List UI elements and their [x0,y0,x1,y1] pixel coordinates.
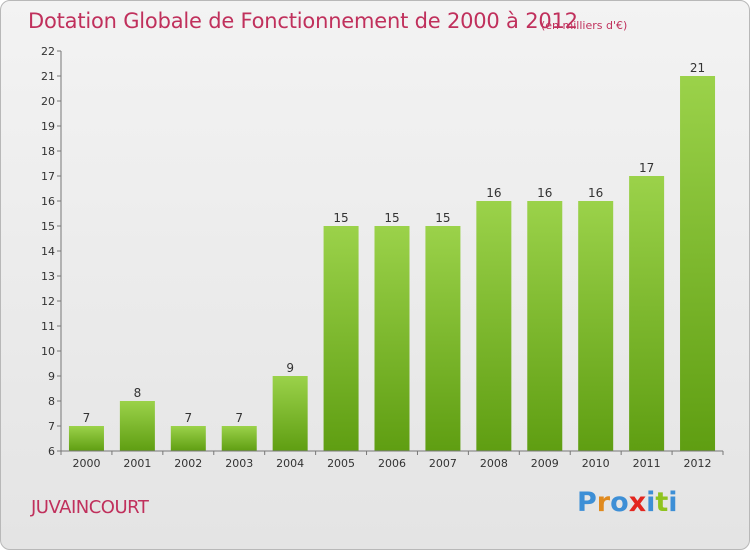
y-tick-label: 9 [48,370,55,383]
y-tick-label: 19 [41,120,55,133]
x-tick-label: 2000 [72,457,100,470]
bar-value-label: 8 [134,386,142,400]
bar-2006 [374,226,410,451]
y-tick-label: 11 [41,320,55,333]
x-tick-label: 2011 [633,457,661,470]
bar-value-label: 21 [690,61,705,75]
y-tick-label: 10 [41,345,55,358]
bar-value-label: 17 [639,161,654,175]
bar-value-label: 15 [333,211,348,225]
proxiti-logo: Proxiti [577,487,678,518]
x-tick-label: 2004 [276,457,304,470]
y-tick-label: 16 [41,195,55,208]
bar-value-label: 15 [384,211,399,225]
bar-2004 [272,376,308,451]
bar-value-label: 7 [83,411,91,425]
logo-letter: o [610,487,629,518]
y-tick-label: 20 [41,95,55,108]
bar-value-label: 16 [588,186,603,200]
y-tick-label: 14 [41,245,55,258]
y-tick-label: 18 [41,145,55,158]
bar-2009 [527,201,563,451]
logo-letter: r [596,487,611,518]
x-tick-label: 2006 [378,457,406,470]
x-tick-label: 2003 [225,457,253,470]
logo-letter: i [646,487,656,518]
logo-letter: x [628,487,647,518]
logo-letter: t [655,487,669,518]
y-tick-label: 22 [41,45,55,58]
x-tick-label: 2007 [429,457,457,470]
logo-letter: P [577,487,597,518]
bar-value-label: 7 [184,411,192,425]
y-tick-label: 13 [41,270,55,283]
bar-value-label: 16 [537,186,552,200]
y-tick-label: 17 [41,170,55,183]
bar-2005 [323,226,359,451]
bar-2010 [578,201,614,451]
chart-unit-note: (en milliers d'€) [541,19,628,32]
bar-2007 [425,226,461,451]
x-tick-label: 2001 [123,457,151,470]
chart-title: Dotation Globale de Fonctionnement de 20… [28,9,578,33]
y-tick-label: 7 [48,420,55,433]
y-tick-label: 15 [41,220,55,233]
logo-letter: i [668,487,678,518]
x-tick-label: 2002 [174,457,202,470]
bar-2011 [629,176,665,451]
commune-name: JUVAINCOURT [31,497,149,518]
bar-value-label: 7 [235,411,243,425]
bar-value-label: 16 [486,186,501,200]
bar-2003 [221,426,257,451]
bars-layer: 7 8 7 7 9 15 15 15 16 16 16 17 21 [68,61,716,451]
axis-layer: 2000 2001 2002 2003 2004 2005 2006 2007 2008 2009… [41,45,724,470]
y-tick-label: 12 [41,295,55,308]
bar-2002 [170,426,206,451]
y-tick-label: 8 [48,395,55,408]
bar-2000 [68,426,104,451]
y-tick-label: 6 [48,445,55,458]
bar-2001 [119,401,155,451]
x-tick-label: 2009 [531,457,559,470]
y-tick-label: 21 [41,70,55,83]
x-tick-label: 2012 [684,457,712,470]
x-tick-label: 2010 [582,457,610,470]
x-tick-label: 2008 [480,457,508,470]
bar-value-label: 9 [286,361,294,375]
x-tick-label: 2005 [327,457,355,470]
bar-value-label: 15 [435,211,450,225]
bar-2008 [476,201,512,451]
bar-2012 [680,76,716,451]
